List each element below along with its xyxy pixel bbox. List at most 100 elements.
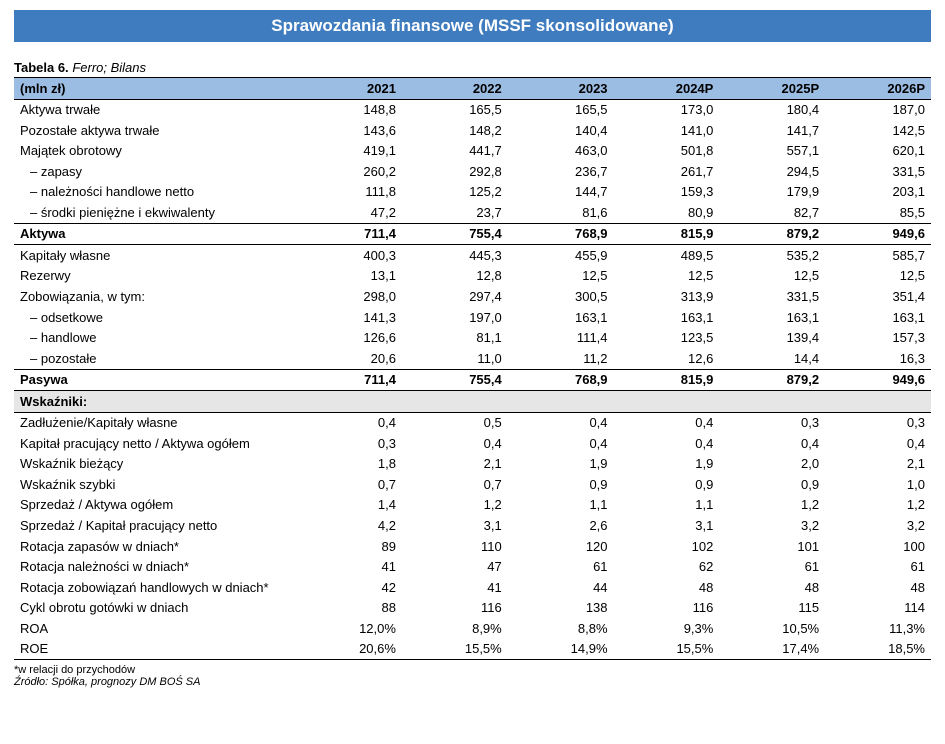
- table-row: Zadłużenie/Kapitały własne0,40,50,40,40,…: [14, 412, 931, 433]
- cell-value: 0,4: [508, 433, 614, 454]
- cell-value: 1,9: [508, 454, 614, 475]
- cell-value: 879,2: [719, 223, 825, 245]
- cell-value: 0,3: [825, 412, 931, 433]
- cell-value: 15,5%: [402, 639, 508, 660]
- cell-value: 445,3: [402, 245, 508, 266]
- cell-value: 711,4: [296, 223, 402, 245]
- cell-value: [825, 391, 931, 413]
- cell-value: 12,5: [508, 266, 614, 287]
- cell-value: 1,2: [825, 495, 931, 516]
- cell-value: 0,4: [614, 412, 720, 433]
- cell-value: 17,4%: [719, 639, 825, 660]
- cell-value: 455,9: [508, 245, 614, 266]
- cell-value: 48: [614, 577, 720, 598]
- cell-value: 142,5: [825, 120, 931, 141]
- cell-value: 42: [296, 577, 402, 598]
- cell-value: 163,1: [614, 307, 720, 328]
- cell-value: 489,5: [614, 245, 720, 266]
- cell-value: 144,7: [508, 182, 614, 203]
- cell-value: 114: [825, 598, 931, 619]
- cell-value: 120: [508, 536, 614, 557]
- cell-value: 187,0: [825, 99, 931, 120]
- cell-value: 203,1: [825, 182, 931, 203]
- row-label: Rotacja zobowiązań handlowych w dniach*: [14, 577, 296, 598]
- row-label: Wskaźnik szybki: [14, 474, 296, 495]
- cell-value: 1,1: [614, 495, 720, 516]
- cell-value: 1,1: [508, 495, 614, 516]
- col-year: 2023: [508, 78, 614, 100]
- cell-value: 260,2: [296, 161, 402, 182]
- table-row: Rezerwy13,112,812,512,512,512,5: [14, 266, 931, 287]
- cell-value: 48: [825, 577, 931, 598]
- cell-value: 165,5: [508, 99, 614, 120]
- cell-value: 0,4: [719, 433, 825, 454]
- footnote: *w relacji do przychodów: [14, 664, 931, 676]
- row-label: – należności handlowe netto: [14, 182, 296, 203]
- table-row: Pasywa711,4755,4768,9815,9879,2949,6: [14, 369, 931, 391]
- cell-value: 18,5%: [825, 639, 931, 660]
- cell-value: 815,9: [614, 369, 720, 391]
- table-row: – odsetkowe141,3197,0163,1163,1163,1163,…: [14, 307, 931, 328]
- cell-value: 148,8: [296, 99, 402, 120]
- cell-value: 148,2: [402, 120, 508, 141]
- cell-value: 139,4: [719, 328, 825, 349]
- cell-value: 2,6: [508, 515, 614, 536]
- cell-value: 557,1: [719, 141, 825, 162]
- cell-value: 110: [402, 536, 508, 557]
- cell-value: 138: [508, 598, 614, 619]
- row-label: Rezerwy: [14, 266, 296, 287]
- cell-value: 0,9: [719, 474, 825, 495]
- row-label: Sprzedaż / Kapitał pracujący netto: [14, 515, 296, 536]
- cell-value: 8,9%: [402, 618, 508, 639]
- unit-label: (mln zł): [14, 78, 296, 100]
- cell-value: 61: [825, 557, 931, 578]
- cell-value: 1,9: [614, 454, 720, 475]
- cell-value: 12,6: [614, 348, 720, 369]
- cell-value: 41: [296, 557, 402, 578]
- cell-value: 11,3%: [825, 618, 931, 639]
- cell-value: 0,5: [402, 412, 508, 433]
- cell-value: 48: [719, 577, 825, 598]
- row-label: Aktywa: [14, 223, 296, 245]
- cell-value: 82,7: [719, 202, 825, 223]
- cell-value: 236,7: [508, 161, 614, 182]
- table-row: Cykl obrotu gotówki w dniach881161381161…: [14, 598, 931, 619]
- row-label: Wskaźniki:: [14, 391, 296, 413]
- table-row: Zobowiązania, w tym:298,0297,4300,5313,9…: [14, 286, 931, 307]
- cell-value: 1,0: [825, 474, 931, 495]
- cell-value: 111,4: [508, 328, 614, 349]
- cell-value: 331,5: [825, 161, 931, 182]
- cell-value: 620,1: [825, 141, 931, 162]
- row-label: Pasywa: [14, 369, 296, 391]
- row-label: ROE: [14, 639, 296, 660]
- cell-value: 535,2: [719, 245, 825, 266]
- cell-value: 879,2: [719, 369, 825, 391]
- cell-value: 100: [825, 536, 931, 557]
- cell-value: [508, 391, 614, 413]
- cell-value: 351,4: [825, 286, 931, 307]
- col-year: 2025P: [719, 78, 825, 100]
- cell-value: 123,5: [614, 328, 720, 349]
- row-label: Rotacja należności w dniach*: [14, 557, 296, 578]
- cell-value: 294,5: [719, 161, 825, 182]
- table-row: – handlowe126,681,1111,4123,5139,4157,3: [14, 328, 931, 349]
- cell-value: 14,4: [719, 348, 825, 369]
- cell-value: 0,4: [402, 433, 508, 454]
- cell-value: 0,7: [402, 474, 508, 495]
- cell-value: 15,5%: [614, 639, 720, 660]
- cell-value: 1,8: [296, 454, 402, 475]
- cell-value: 768,9: [508, 223, 614, 245]
- table-row: Wskaźnik bieżący1,82,11,91,92,02,1: [14, 454, 931, 475]
- cell-value: 89: [296, 536, 402, 557]
- cell-value: 80,9: [614, 202, 720, 223]
- cell-value: 3,1: [614, 515, 720, 536]
- cell-value: 8,8%: [508, 618, 614, 639]
- row-label: ROA: [14, 618, 296, 639]
- table-row: ROE20,6%15,5%14,9%15,5%17,4%18,5%: [14, 639, 931, 660]
- row-label: Pozostałe aktywa trwałe: [14, 120, 296, 141]
- cell-value: 313,9: [614, 286, 720, 307]
- cell-value: 0,4: [508, 412, 614, 433]
- cell-value: 23,7: [402, 202, 508, 223]
- cell-value: 2,1: [402, 454, 508, 475]
- cell-value: 949,6: [825, 223, 931, 245]
